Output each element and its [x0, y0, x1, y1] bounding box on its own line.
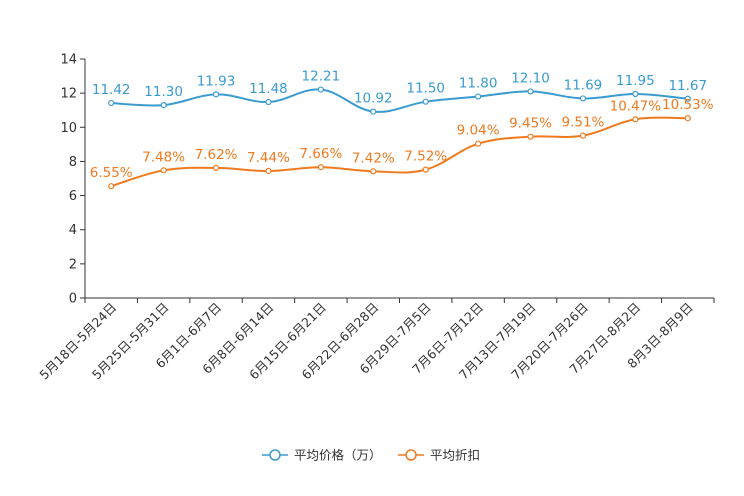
discount-data-point: [422, 166, 429, 173]
legend-discount-marker-icon: [405, 449, 417, 461]
discount-data-point: [579, 132, 587, 139]
price-data-point: [527, 88, 534, 95]
y-tick-label: 8: [69, 155, 77, 170]
discount-data-label: 9.51%: [562, 115, 605, 131]
y-tick-label: 4: [69, 223, 77, 238]
price-data-point: [265, 98, 272, 106]
discount-series-line: [110, 116, 688, 188]
discount-data-point: [370, 168, 377, 175]
discount-data-point: [212, 164, 220, 172]
discount-data-point: [684, 115, 691, 122]
price-data-point: [422, 98, 429, 105]
legend-price-label: 平均价格（万）: [294, 448, 382, 463]
discount-data-label: 7.62%: [195, 147, 238, 163]
price-data-point: [317, 86, 324, 93]
discount-data-label: 7.44%: [247, 150, 290, 166]
discount-data-label: 6.55%: [90, 165, 133, 181]
price-data-point: [370, 108, 377, 115]
price-data-point: [212, 91, 220, 98]
discount-data-point: [317, 164, 324, 171]
y-tick-label: 2: [69, 257, 77, 272]
discount-data-label: 10.47%: [610, 98, 662, 114]
discount-data-label: 7.66%: [299, 146, 342, 162]
legend-discount-label: 平均折扣: [430, 448, 480, 463]
legend-price-marker-icon: [269, 449, 281, 461]
price-data-label: 10.92: [354, 91, 393, 107]
discount-data-label: 7.48%: [142, 149, 185, 165]
y-tick-label: 12: [60, 87, 77, 102]
discount-data-label: 10.53%: [662, 97, 714, 113]
y-tick-label: 0: [69, 292, 77, 307]
price-data-point: [160, 101, 167, 109]
discount-data-label: 9.45%: [509, 116, 552, 132]
price-data-label: 11.93: [197, 73, 236, 89]
discount-data-point: [475, 140, 482, 147]
price-data-label: 11.50: [406, 81, 445, 97]
price-data-label: 11.42: [92, 82, 131, 98]
discount-data-point: [632, 116, 639, 123]
y-tick-label: 10: [60, 121, 77, 136]
price-data-label: 11.95: [616, 73, 655, 89]
discount-data-point: [108, 183, 115, 190]
price-data-point: [475, 93, 482, 100]
price-data-label: 11.67: [668, 78, 707, 94]
price-series-line: [111, 88, 688, 113]
price-data-label: 12.21: [302, 69, 341, 85]
y-tick-label: 14: [60, 53, 77, 68]
price-data-point: [579, 95, 587, 102]
price-data-point: [684, 95, 691, 102]
discount-data-point: [527, 133, 534, 140]
price-data-label: 12.10: [511, 70, 550, 86]
y-tick-label: 6: [69, 189, 77, 204]
discount-data-point: [265, 167, 272, 175]
price-data-label: 11.69: [564, 77, 603, 93]
discount-data-label: 7.42%: [352, 150, 395, 166]
price-data-point: [632, 90, 639, 98]
price-data-label: 11.48: [249, 81, 288, 97]
discount-data-label: 9.04%: [457, 123, 500, 139]
discount-data-label: 7.52%: [404, 149, 447, 165]
price-data-point: [108, 99, 115, 107]
discount-data-point: [160, 167, 167, 174]
price-data-label: 11.30: [144, 84, 183, 100]
price-data-label: 11.80: [459, 76, 498, 92]
